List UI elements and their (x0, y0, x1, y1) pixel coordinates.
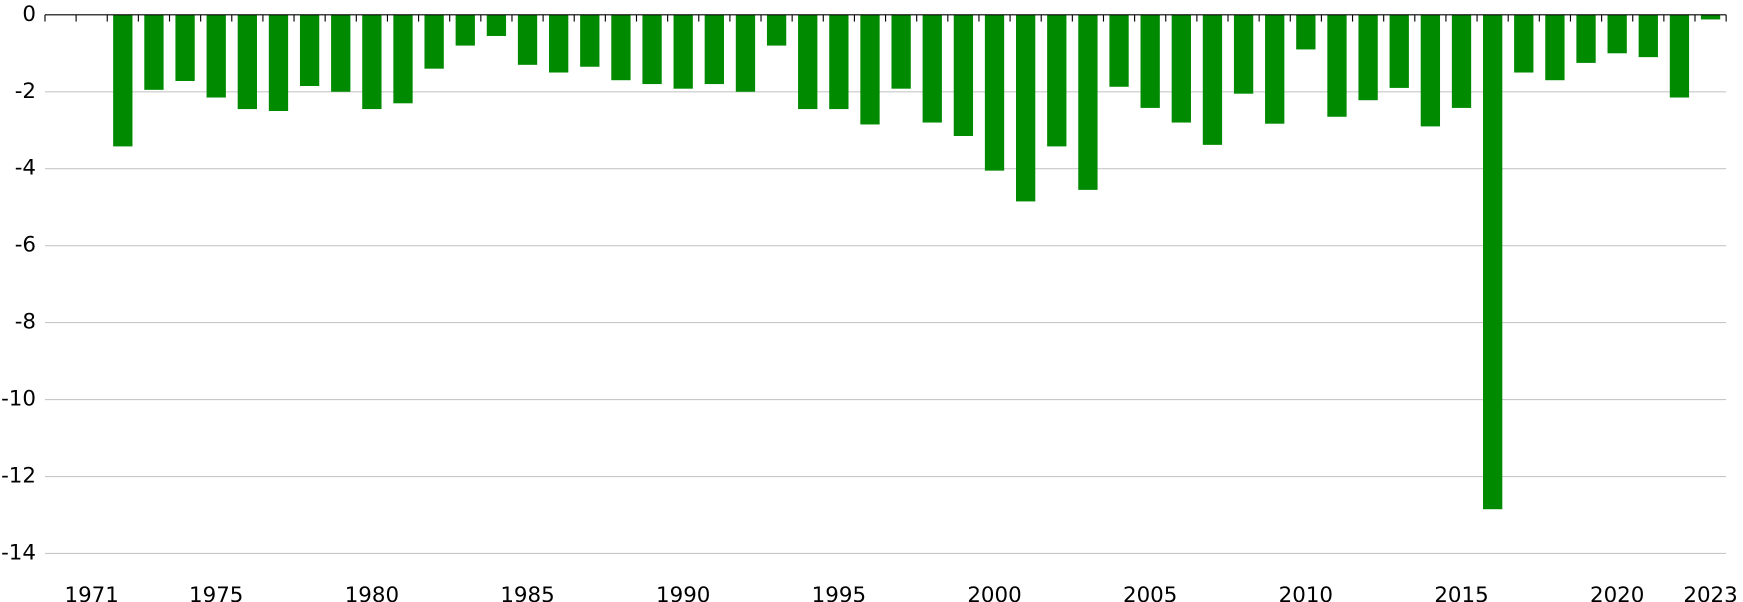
bar (1233, 14, 1254, 94)
bar (1700, 14, 1721, 20)
bar (1202, 14, 1223, 145)
bar (1078, 14, 1098, 190)
bar (1576, 14, 1596, 63)
bar (424, 14, 444, 69)
y-tick-label: -8 (15, 310, 36, 335)
bar (206, 14, 226, 98)
bar (798, 14, 818, 110)
x-tick-label: 1990 (656, 583, 710, 602)
y-tick-label: -4 (15, 156, 36, 181)
bar (1482, 14, 1503, 510)
bar (860, 14, 880, 125)
bar (1047, 14, 1067, 147)
bar (1358, 14, 1378, 101)
bar (237, 14, 257, 110)
bar (1607, 14, 1627, 54)
x-tick-label: 1980 (345, 583, 399, 602)
y-tick-label: 0 (22, 2, 36, 27)
x-tick-label: 1975 (189, 583, 243, 602)
bar (517, 14, 538, 65)
x-tick-label: 2005 (1123, 583, 1177, 602)
y-tick-label: -10 (1, 387, 36, 412)
bar (735, 14, 756, 92)
bar (393, 14, 413, 104)
x-tick-label: 2015 (1434, 583, 1488, 602)
bar (1514, 14, 1534, 73)
bar (704, 14, 724, 85)
bar (766, 14, 787, 46)
bar (1638, 14, 1658, 58)
bar (549, 14, 569, 73)
bar (362, 14, 382, 110)
x-tick-label: 2023 (1683, 583, 1737, 602)
bar (144, 14, 164, 90)
bar (642, 14, 662, 85)
bar (455, 14, 475, 46)
bar (1669, 14, 1690, 98)
bar (1451, 14, 1472, 108)
bar (984, 14, 1005, 171)
bar (331, 14, 351, 92)
y-tick-label: -12 (1, 464, 36, 489)
x-tick-label: 2010 (1279, 583, 1333, 602)
bar (1545, 14, 1565, 81)
bar (922, 14, 942, 123)
bar (1140, 14, 1160, 108)
bar (486, 14, 507, 36)
x-tick-label: 1985 (500, 583, 554, 602)
bar (1296, 14, 1316, 50)
bar (113, 14, 133, 147)
x-tick-label: 2020 (1590, 583, 1644, 602)
y-tick-label: -6 (15, 233, 36, 258)
bar (1389, 14, 1409, 88)
bar (611, 14, 631, 81)
x-tick-label: 2000 (967, 583, 1021, 602)
y-tick-label: -2 (15, 79, 36, 104)
x-tick-label: 1995 (812, 583, 866, 602)
bar (1420, 14, 1441, 127)
bar (175, 14, 195, 81)
bar (1109, 14, 1129, 87)
bar (1327, 14, 1347, 117)
bar (673, 14, 693, 89)
bar (1016, 14, 1036, 202)
bar (1265, 14, 1285, 124)
bar (1171, 14, 1191, 123)
y-tick-label: -14 (1, 540, 36, 565)
bar (953, 14, 974, 137)
bar (580, 14, 600, 67)
x-tick-label: 1971 (64, 583, 118, 602)
bar (891, 14, 911, 89)
bar (829, 14, 849, 110)
bar (268, 14, 289, 111)
bar (299, 14, 320, 86)
